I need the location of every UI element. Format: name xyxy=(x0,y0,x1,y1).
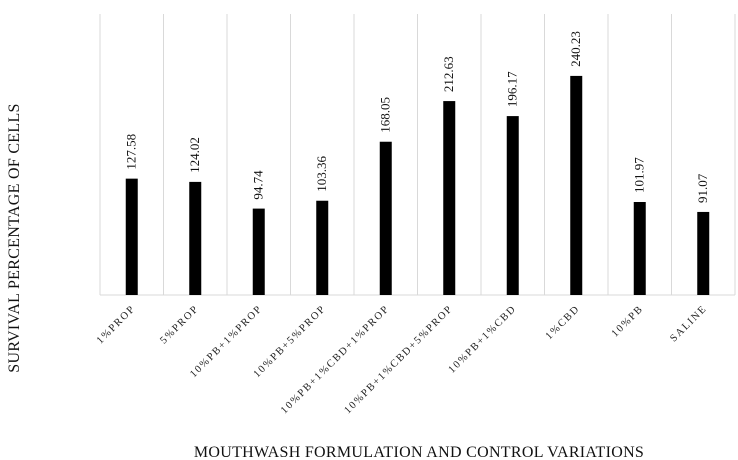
x-tick-label: 10%PB+1%PROP xyxy=(188,303,265,380)
data-label: 91.07 xyxy=(695,173,710,203)
bar xyxy=(252,208,265,295)
data-label: 103.36 xyxy=(314,155,329,191)
bar xyxy=(443,101,456,295)
data-label: 196.17 xyxy=(505,71,520,107)
data-label: 94.74 xyxy=(251,170,266,200)
grid xyxy=(99,14,736,296)
data-label: 240.23 xyxy=(568,31,583,67)
data-labels: 127.58 124.02 94.74 103.36 168.05 212.63 196.1… xyxy=(124,31,711,203)
x-tick-label: 10%PB+1%CBD+1%PROP xyxy=(279,303,392,416)
bars xyxy=(125,75,710,295)
data-label: 124.02 xyxy=(187,137,202,173)
data-label: 168.05 xyxy=(378,97,393,133)
x-tick-label: 5%PROP xyxy=(158,303,201,346)
y-axis-title: SURVIVAL PERCENTAGE OF CELLS xyxy=(6,103,23,372)
x-tick-label: 1%CBD xyxy=(544,303,583,342)
x-tick-labels: 1%PROP 5%PROP10%PB+1%PROP10%PB+5%PROP10%P… xyxy=(95,303,710,416)
x-tick-label: 1%PROP xyxy=(95,303,138,346)
x-tick-label: SALINE xyxy=(668,303,709,344)
data-label: 101.97 xyxy=(632,157,647,193)
x-axis-title: MOUTHWASH FORMULATION AND CONTROL VARIAT… xyxy=(194,444,644,460)
bar xyxy=(379,141,392,295)
x-tick-label: 10%PB xyxy=(610,303,646,339)
bar xyxy=(633,202,646,295)
data-label: 127.58 xyxy=(124,134,139,170)
bar xyxy=(570,75,583,295)
bar xyxy=(506,116,519,295)
x-tick-label: 10%PB+1%CBD+5%PROP xyxy=(343,303,456,416)
x-tick-label: 10%PB+1%CBD xyxy=(447,303,519,375)
data-label: 212.63 xyxy=(441,56,456,92)
x-tick-label: 10%PB+5%PROP xyxy=(252,303,329,380)
bar xyxy=(697,211,710,295)
bar xyxy=(316,200,329,295)
bar xyxy=(189,181,202,295)
bar xyxy=(125,178,138,295)
